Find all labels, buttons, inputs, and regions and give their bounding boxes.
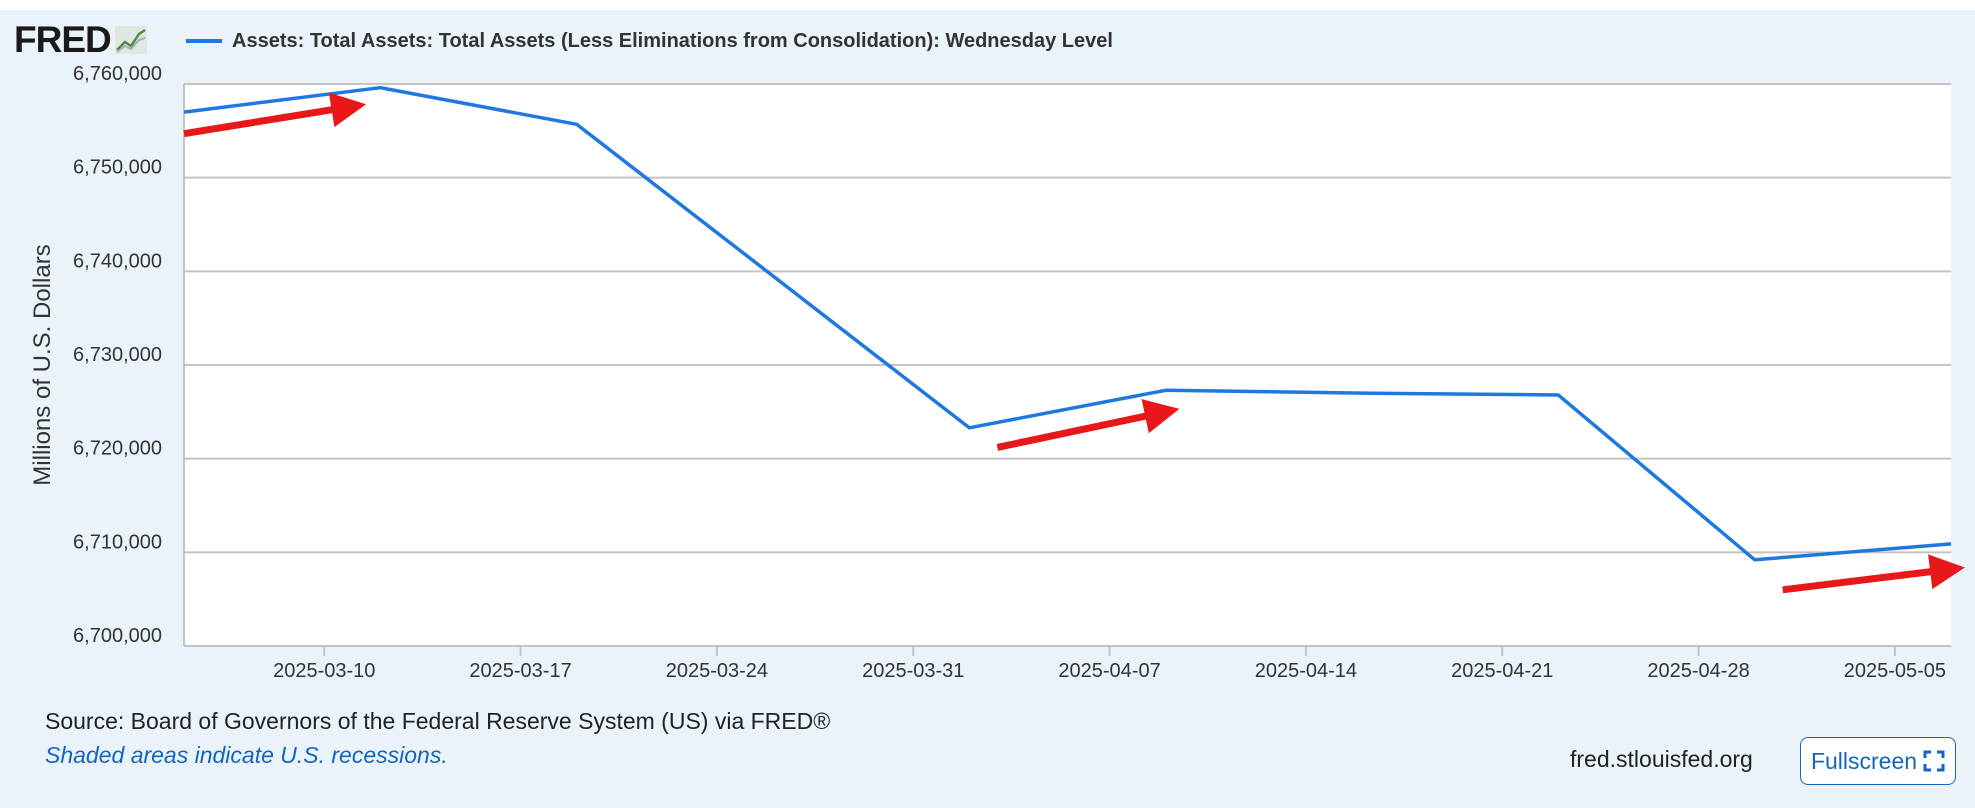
x-tick-label: 2025-04-14 (1255, 660, 1357, 682)
x-tick-label: 2025-05-05 (1844, 660, 1946, 682)
fullscreen-button[interactable]: Fullscreen (1800, 737, 1956, 785)
recession-note[interactable]: Shaded areas indicate U.S. recessions. (45, 742, 448, 768)
red-arrow-annotation (183, 92, 367, 138)
red-arrow-annotation (996, 399, 1180, 451)
x-tick-label: 2025-04-28 (1647, 660, 1749, 682)
chart-legend: Assets: Total Assets: Total Assets (Less… (186, 28, 1113, 54)
line-graph-icon (114, 26, 147, 54)
source-text: Source: Board of Governors of the Federa… (45, 708, 831, 734)
x-tick-label: 2025-04-07 (1058, 660, 1160, 682)
y-tick-label: 6,720,000 (73, 438, 162, 460)
y-tick-label: 6,750,000 (73, 157, 162, 179)
line-chart: 6,700,000 6,710,000 6,720,000 6,730,000 6,74… (29, 63, 1965, 682)
x-tick-label: 2025-03-10 (273, 660, 375, 682)
expand-icon (1923, 750, 1945, 772)
red-arrow-annotation (1782, 554, 1965, 594)
legend-series-label: Assets: Total Assets: Total Assets (Less… (232, 29, 1113, 52)
y-tick-label: 6,760,000 (73, 63, 162, 85)
site-url[interactable]: fred.stlouisfed.org (1570, 746, 1753, 772)
logo-text: FRED (14, 19, 112, 60)
x-tick-label: 2025-03-31 (862, 660, 964, 682)
y-tick-label: 6,700,000 (73, 625, 162, 647)
legend-swatch (186, 39, 222, 43)
y-tick-label: 6,710,000 (73, 531, 162, 553)
x-tick-label: 2025-04-21 (1451, 660, 1553, 682)
x-tick-label: 2025-03-17 (469, 660, 571, 682)
y-axis-label: Millions of U.S. Dollars (29, 244, 56, 485)
x-tick-label: 2025-03-24 (666, 660, 768, 682)
y-tick-label: 6,740,000 (73, 250, 162, 272)
fullscreen-label: Fullscreen (1810, 747, 1918, 774)
y-tick-label: 6,730,000 (73, 344, 162, 366)
fred-logo[interactable]: FRED (14, 19, 147, 60)
series-line[interactable] (183, 85, 1952, 562)
